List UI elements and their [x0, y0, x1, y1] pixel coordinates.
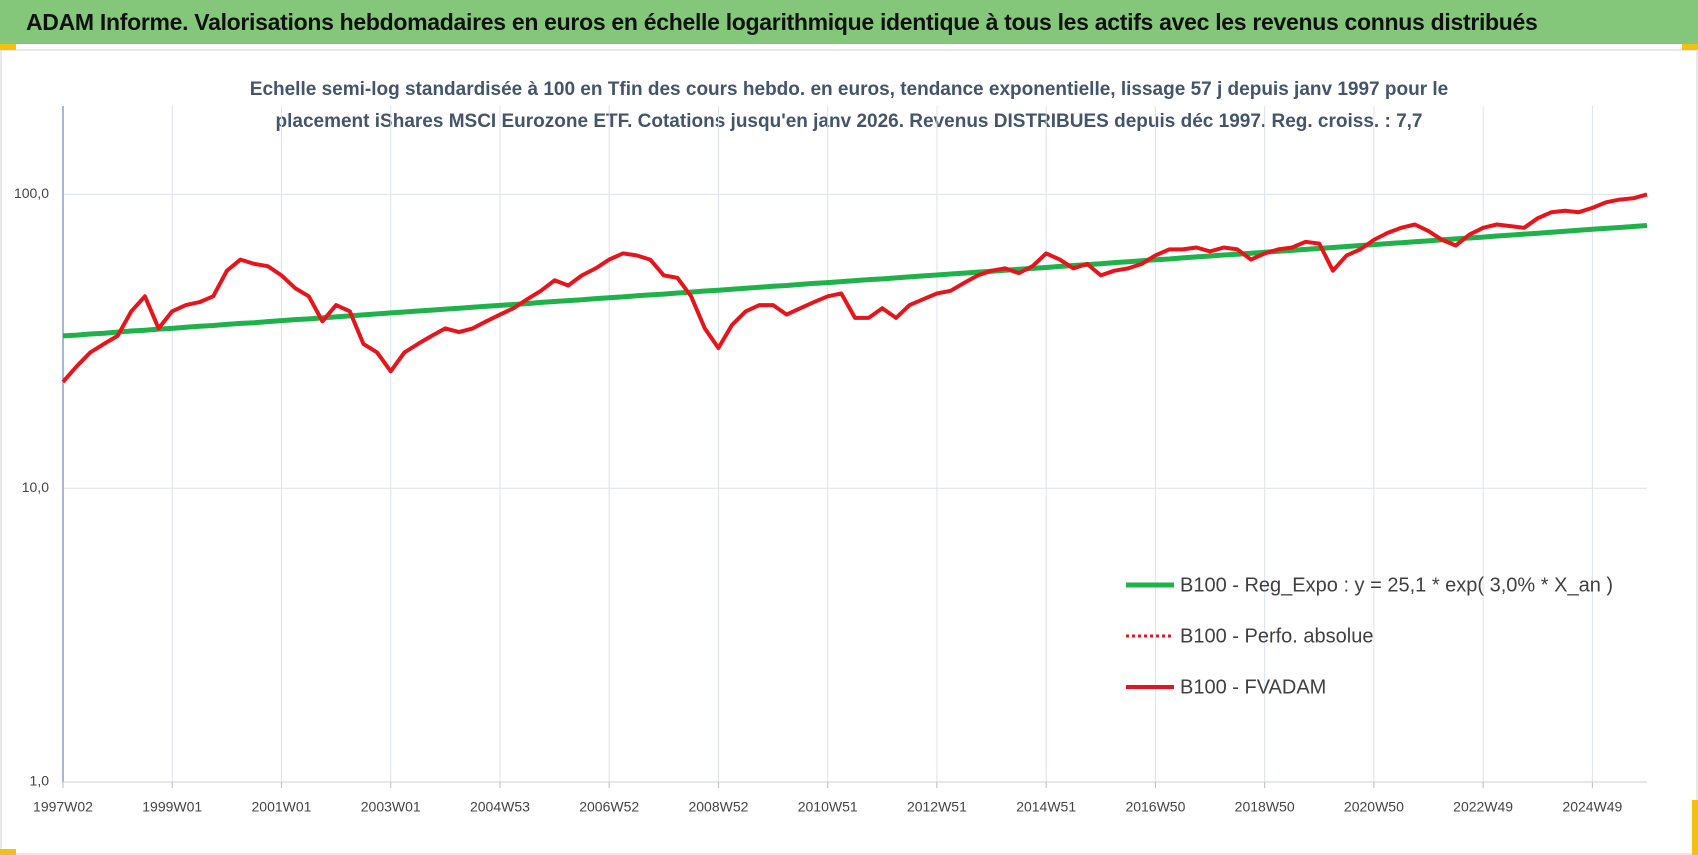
x-tick-label: 2018W50 — [1235, 799, 1295, 815]
x-tick-label: 2001W01 — [252, 799, 312, 815]
corner-mark — [0, 44, 16, 50]
x-tick-label: 2004W53 — [470, 799, 530, 815]
subtitle: Echelle semi-log standardisée à 100 en T… — [250, 79, 1448, 100]
x-tick-label: 2014W51 — [1016, 799, 1076, 815]
x-tick-label: 2016W50 — [1125, 799, 1185, 815]
x-tick-label: 2012W51 — [907, 799, 967, 815]
corner-mark — [1692, 800, 1698, 855]
x-tick-label: 2022W49 — [1453, 799, 1513, 815]
legend-label: B100 - Reg_Expo : y = 25,1 * exp( 3,0% *… — [1180, 574, 1613, 596]
x-tick-label: 2008W52 — [688, 799, 748, 815]
series-line — [61, 192, 1648, 383]
x-tick-label: 2020W50 — [1344, 799, 1404, 815]
x-tick-label: 2010W51 — [798, 799, 858, 815]
legend-label: B100 - Perfo. absolue — [1180, 625, 1373, 647]
page-title: ADAM Informe. Valorisations hebdomadaire… — [26, 9, 1538, 35]
y-tick-label: 100,0 — [14, 185, 49, 201]
x-tick-label: 2003W01 — [361, 799, 421, 815]
x-tick-label: 2024W49 — [1562, 799, 1622, 815]
series-line — [61, 192, 1648, 384]
y-tick-label: 1,0 — [30, 773, 50, 789]
header-bar: ADAM Informe. Valorisations hebdomadaire… — [0, 0, 1698, 44]
chart-frame — [0, 49, 1698, 855]
x-tick-label: 1997W02 — [33, 799, 93, 815]
legend-label: B100 - FVADAM — [1180, 676, 1326, 698]
y-tick-label: 10,0 — [22, 479, 49, 495]
corner-mark — [1682, 44, 1698, 50]
x-tick-label: 1999W01 — [142, 799, 202, 815]
corner-mark — [0, 849, 16, 855]
subtitle: placement iShares MSCI Eurozone ETF. Cot… — [276, 111, 1423, 132]
x-tick-label: 2006W52 — [579, 799, 639, 815]
